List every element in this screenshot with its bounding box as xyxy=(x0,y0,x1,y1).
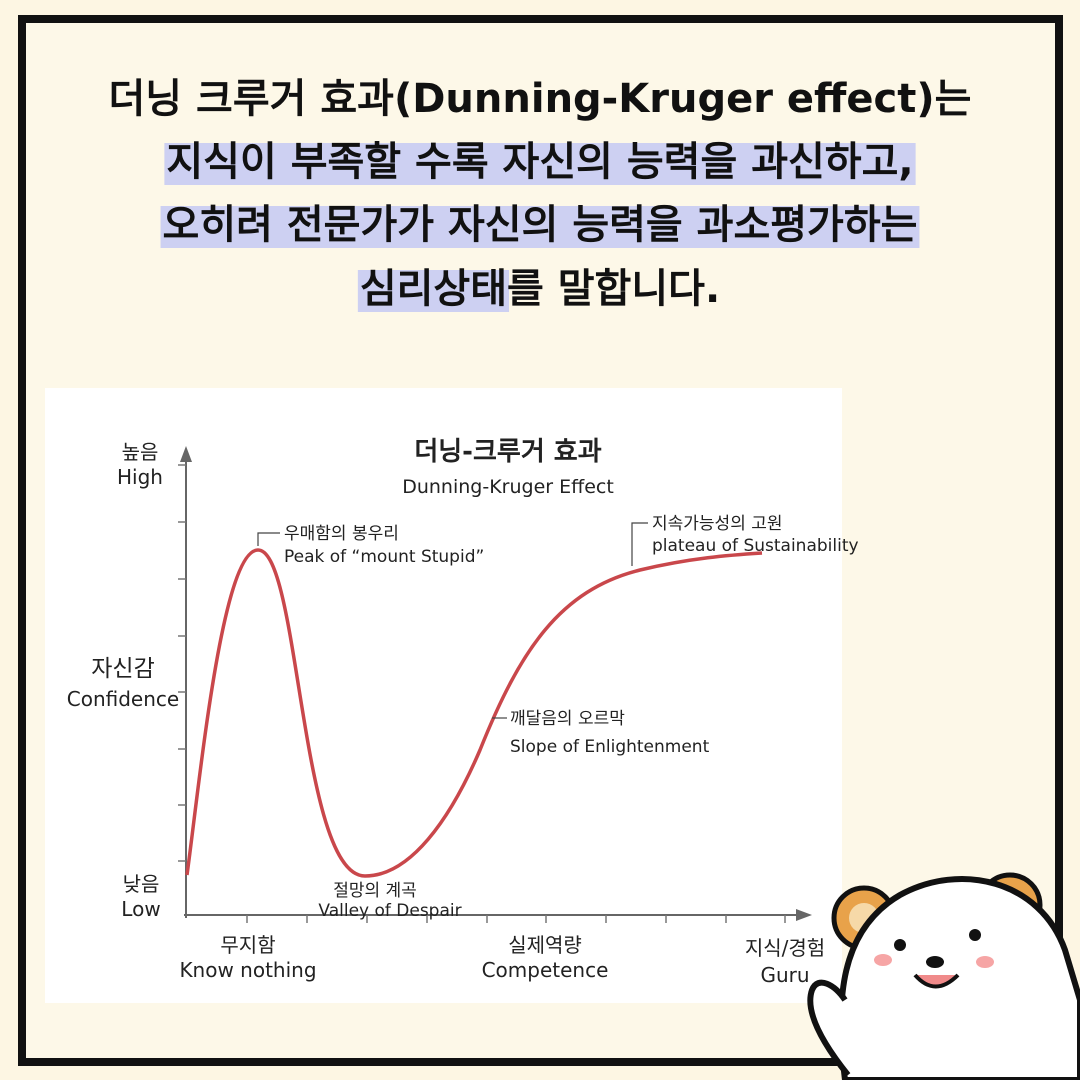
y-label: 자신감 xyxy=(91,656,154,682)
diagram-subtitle: Dunning-Kruger Effect xyxy=(402,476,614,498)
highlight xyxy=(164,143,916,185)
x-label: 실제역량 xyxy=(508,933,582,957)
highlight-text: 심리상태 xyxy=(360,266,507,312)
stage-label: plateau of Sustainability xyxy=(652,536,859,556)
y-label: 낮음 xyxy=(123,872,160,896)
header-line: 지식이 부족할 수록 자신의 능력을 과신하고, xyxy=(166,139,913,185)
stage-label: 우매함의 봉우리 xyxy=(284,524,399,544)
stage-label: Slope of Enlightenment xyxy=(510,737,710,757)
highlight xyxy=(160,206,920,248)
leader-line xyxy=(631,522,648,566)
header-text: 를 말합니다. xyxy=(507,266,720,312)
highlights xyxy=(160,143,920,312)
y-label: 높음 xyxy=(122,440,159,464)
x-label: Guru xyxy=(760,963,809,987)
diagram-panel xyxy=(45,388,842,1003)
arrow xyxy=(796,909,812,921)
x-label: Know nothing xyxy=(179,958,316,982)
stage-label: 절망의 계곡 xyxy=(333,881,417,901)
header-line: 오히려 전문가가 자신의 능력을 과소평가하는 xyxy=(163,202,918,248)
x-label: Competence xyxy=(482,958,609,982)
highlight xyxy=(357,270,510,312)
y-label: High xyxy=(117,465,163,489)
stage-label: 깨달음의 오르막 xyxy=(510,709,625,729)
stage-label: 지속가능성의 고원 xyxy=(652,514,783,534)
ticks xyxy=(178,464,786,923)
x-label: 무지함 xyxy=(220,933,275,957)
arrow xyxy=(180,446,192,462)
curve xyxy=(185,548,763,878)
bear-mascot xyxy=(807,872,1080,1080)
stage-label: Peak of “mount Stupid” xyxy=(284,547,484,567)
leader-line xyxy=(257,532,280,546)
header-line: 심리상태를 말합니다. xyxy=(360,266,720,312)
y-label: Low xyxy=(121,897,160,921)
header-line: 더닝 크루거 효과(Dunning-Kruger effect)는 xyxy=(109,76,972,122)
x-label: 지식/경험 xyxy=(745,936,825,960)
diagram-title: 더닝-크루거 효과 xyxy=(414,437,601,467)
stage-label: Valley of Despair xyxy=(318,901,461,921)
y-label: Confidence xyxy=(67,687,179,711)
